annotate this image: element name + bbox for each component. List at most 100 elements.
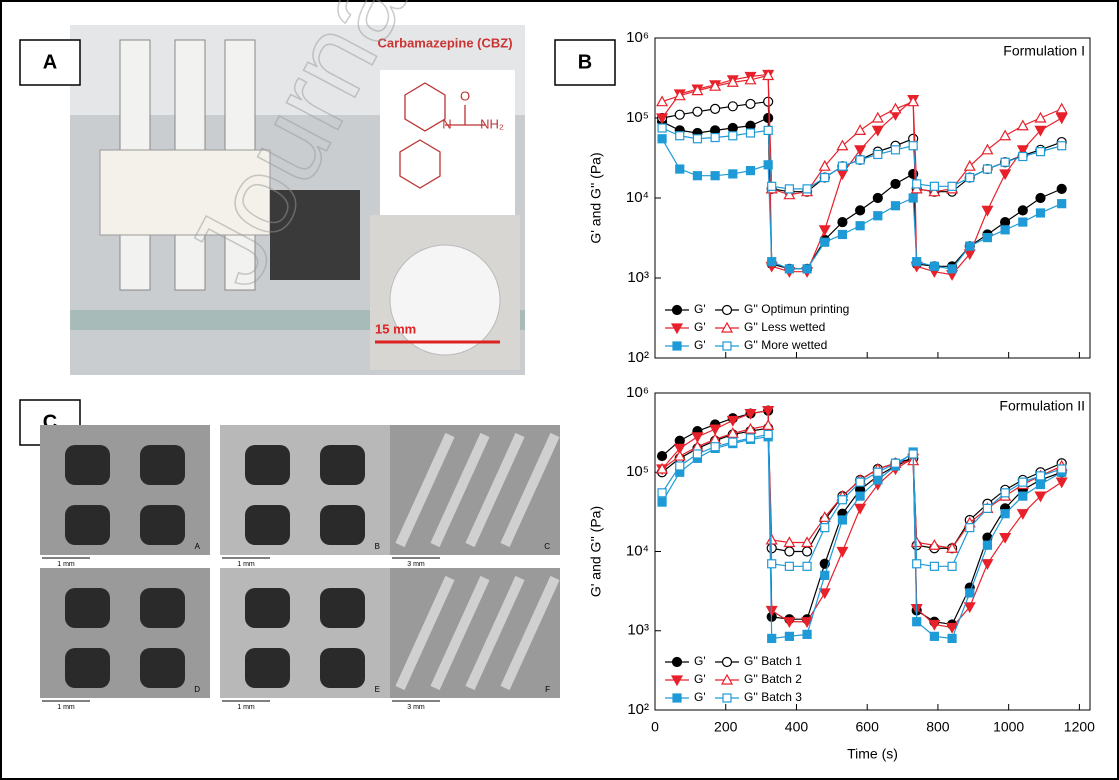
atom-label: O (460, 88, 470, 103)
sem-letter: F (545, 685, 550, 694)
marker (746, 167, 754, 175)
marker (746, 434, 754, 442)
marker (693, 135, 701, 143)
chart-title: Formulation II (999, 398, 1085, 414)
marker (693, 172, 701, 180)
x-tick-label: 1000 (993, 719, 1024, 735)
sem-pore (140, 588, 185, 628)
sem-pore (245, 588, 290, 628)
sem-pore (245, 648, 290, 688)
marker (856, 492, 864, 500)
sem-letter: C (544, 542, 550, 551)
sem-scale-label: 1 mm (237, 704, 255, 711)
marker (874, 212, 882, 220)
marker (658, 498, 666, 506)
marker (746, 129, 754, 137)
x-tick-label: 1200 (1064, 719, 1095, 735)
marker (913, 618, 921, 626)
marker (676, 165, 684, 173)
marker (1001, 489, 1009, 497)
legend-label: G' (694, 320, 706, 334)
marker (676, 462, 684, 470)
marker (1001, 226, 1009, 234)
sem-pore (320, 588, 365, 628)
legend-label: G' (694, 672, 706, 686)
marker (1001, 218, 1010, 227)
marker (1036, 148, 1044, 156)
y-tick-label: 10⁵ (626, 109, 649, 126)
y-tick-label: 10⁴ (626, 189, 649, 206)
legend-label: G'' Less wetted (744, 320, 825, 334)
sem-scale-label: 1 mm (57, 704, 75, 711)
y-axis-label: G' and G'' (Pa) (588, 506, 604, 597)
marker (913, 180, 921, 188)
marker (729, 438, 737, 446)
legend-label: G'' Batch 1 (744, 654, 802, 668)
legend-marker (723, 658, 732, 667)
marker (838, 230, 846, 238)
x-tick-label: 0 (651, 719, 659, 735)
x-axis-label: Time (s) (847, 746, 898, 762)
marker (948, 265, 956, 273)
sem-pore (245, 505, 290, 545)
marker (711, 134, 719, 142)
marker (768, 560, 776, 568)
sem-letter: D (194, 685, 200, 694)
marker (821, 524, 829, 532)
marker (909, 194, 917, 202)
marker (874, 476, 882, 484)
x-tick-label: 400 (785, 719, 809, 735)
marker (913, 560, 921, 568)
chart-title: Formulation I (1003, 43, 1085, 59)
marker (1019, 218, 1027, 226)
sem-pore (140, 505, 185, 545)
marker (983, 504, 991, 512)
marker (909, 142, 917, 150)
marker (1019, 153, 1027, 161)
marker (930, 182, 938, 190)
legend-marker (673, 694, 681, 702)
sem-scale-label: 3 mm (407, 704, 425, 711)
marker (658, 452, 667, 461)
scale-label: 15 mm (375, 321, 416, 336)
atom-label: N (442, 116, 451, 131)
marker (948, 634, 956, 642)
legend-marker (723, 694, 731, 702)
figure: Carbamazepine (CBZ) N O NH₂ 15 mm Journa… (0, 0, 1119, 780)
marker (913, 258, 921, 266)
y-tick-label: 10² (627, 701, 649, 718)
marker (785, 185, 793, 193)
panel-label: B (578, 51, 592, 73)
y-tick-label: 10⁵ (626, 463, 649, 480)
panel-label: A (43, 51, 57, 73)
y-tick-label: 10⁶ (626, 29, 649, 46)
sem-pore (320, 445, 365, 485)
marker (658, 135, 666, 143)
sem-pore (320, 648, 365, 688)
marker (838, 218, 847, 227)
marker (746, 99, 755, 108)
marker (728, 123, 737, 132)
marker (1057, 184, 1066, 193)
marker (803, 265, 811, 273)
marker (1058, 142, 1066, 150)
x-tick-label: 200 (714, 719, 738, 735)
marker (856, 206, 865, 215)
marker (1018, 206, 1027, 215)
y-tick-label: 10³ (627, 622, 649, 639)
marker (711, 172, 719, 180)
legend-marker (673, 658, 682, 667)
marker (891, 459, 899, 467)
marker (1058, 200, 1066, 208)
x-tick-label: 600 (856, 719, 880, 735)
marker (711, 443, 719, 451)
marker (856, 222, 864, 230)
marker (930, 632, 938, 640)
marker (693, 450, 701, 458)
marker (803, 562, 811, 570)
legend-label: G' (694, 338, 706, 352)
atom-label: NH₂ (480, 116, 504, 131)
marker (658, 489, 666, 497)
sem-pore (65, 445, 110, 485)
marker (873, 194, 882, 203)
